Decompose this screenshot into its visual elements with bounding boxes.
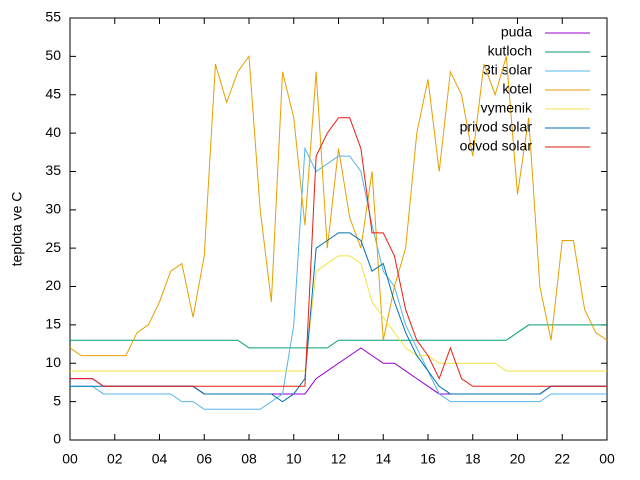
x-tick-label: 08: [241, 451, 257, 467]
y-tick-label: 15: [45, 316, 61, 332]
x-tick-label: 02: [107, 451, 123, 467]
y-tick-label: 35: [45, 162, 61, 178]
x-tick-label: 22: [554, 451, 570, 467]
legend-label: kutloch: [488, 43, 532, 59]
y-tick-label: 50: [45, 47, 61, 63]
series-line: [70, 117, 607, 387]
legend-label: vymenik: [481, 100, 533, 116]
y-tick-label: 45: [45, 85, 61, 101]
x-tick-label: 12: [331, 451, 347, 467]
legend-label: odvod solar: [460, 138, 533, 154]
series-line: [70, 146, 607, 410]
y-tick-label: 55: [45, 9, 61, 25]
legend-label: puda: [501, 24, 532, 40]
y-tick-label: 0: [53, 431, 61, 447]
x-tick-label: 04: [152, 451, 168, 467]
x-tick-label: 14: [375, 451, 391, 467]
x-tick-label: 16: [420, 451, 436, 467]
y-tick-label: 5: [53, 392, 61, 408]
legend-label: privod solar: [460, 119, 533, 135]
series-line: [70, 255, 607, 372]
series-line: [70, 324, 607, 349]
x-tick-label: 06: [196, 451, 212, 467]
x-tick-label: 10: [286, 451, 302, 467]
y-tick-label: 25: [45, 239, 61, 255]
x-tick-label: 00: [599, 451, 615, 467]
x-tick-label: 00: [62, 451, 78, 467]
y-axis-label: teplota ve C: [9, 192, 25, 267]
legend-label: kotel: [502, 81, 532, 97]
y-tick-label: 20: [45, 277, 61, 293]
series-line: [70, 232, 607, 403]
y-tick-label: 40: [45, 124, 61, 140]
y-tick-label: 10: [45, 354, 61, 370]
x-tick-label: 20: [510, 451, 526, 467]
y-tick-label: 30: [45, 201, 61, 217]
x-tick-label: 18: [465, 451, 481, 467]
series-line: [69, 54, 608, 357]
